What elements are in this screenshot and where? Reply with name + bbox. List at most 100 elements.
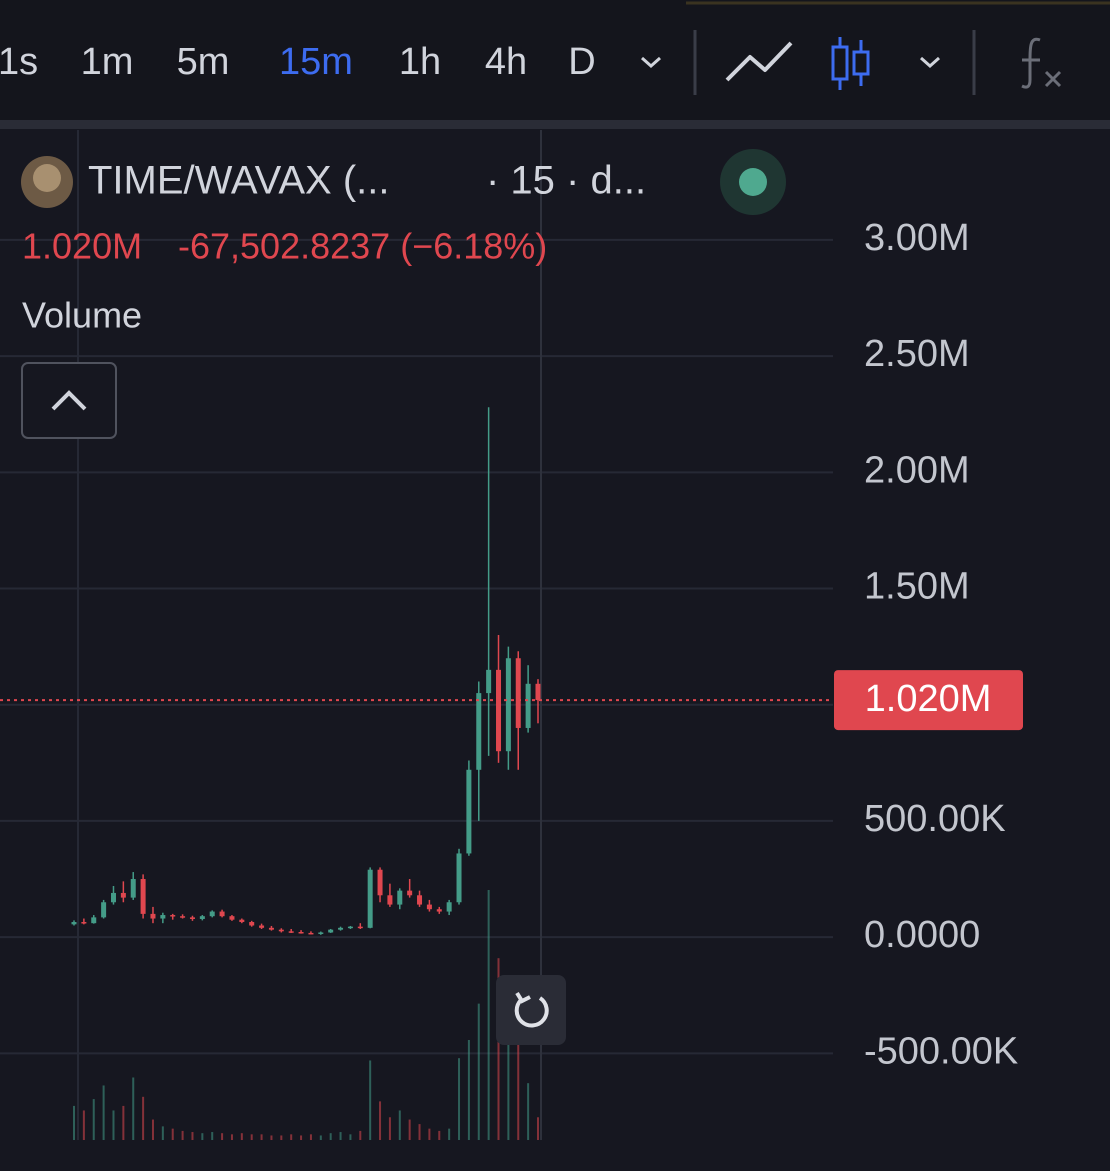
- volume-bar: [230, 1134, 233, 1140]
- candle-body: [436, 909, 442, 912]
- volume-bar: [329, 1133, 332, 1140]
- button-frame: [21, 362, 117, 439]
- volume-bar: [132, 1077, 135, 1140]
- volume-bar: [260, 1134, 263, 1140]
- volume-bar: [221, 1133, 224, 1140]
- candle-body: [268, 927, 274, 930]
- volume-bar: [408, 1119, 411, 1140]
- candle-icon-body: [831, 45, 849, 81]
- indicator-name: Volume: [22, 295, 142, 336]
- candle-body: [110, 892, 116, 903]
- volume-bar: [201, 1133, 204, 1140]
- candle-chart-button[interactable]: [831, 37, 870, 90]
- candle-body: [505, 658, 511, 752]
- toolbar-bg: [0, 0, 1110, 120]
- volume-pane: [73, 890, 539, 1140]
- volume-bar: [418, 1124, 421, 1140]
- candle-body: [397, 890, 403, 905]
- candle-body: [259, 925, 265, 928]
- interval-button[interactable]: D: [568, 41, 595, 83]
- candle-body: [298, 932, 304, 934]
- volume-bar: [250, 1134, 253, 1140]
- candle-body: [199, 916, 205, 919]
- volume-bar: [171, 1128, 174, 1140]
- volume-bar: [122, 1105, 125, 1140]
- candle-body: [456, 853, 462, 903]
- volume-bar: [398, 1110, 401, 1140]
- candle-body: [525, 683, 531, 728]
- interval-button[interactable]: 1m: [81, 41, 134, 83]
- volume-bar: [537, 1117, 539, 1140]
- candle-body: [357, 926, 363, 929]
- y-tick-label: 3.00M: [864, 217, 970, 259]
- volume-bar: [527, 1083, 530, 1140]
- interval-button[interactable]: 15m: [279, 41, 353, 83]
- volume-bar: [142, 1096, 145, 1140]
- candle-body: [140, 879, 146, 914]
- volume-bar: [309, 1134, 312, 1140]
- candle-body: [189, 917, 195, 919]
- interval-button[interactable]: 5m: [177, 41, 230, 83]
- volume-bar: [379, 1101, 382, 1140]
- last-price-box: [834, 670, 1023, 731]
- legend: TIME/WAVAX (... · 15 · d... 1.020M -67,5…: [21, 149, 786, 439]
- reset-icon: [514, 996, 549, 1028]
- interval-dropdown[interactable]: [641, 56, 661, 69]
- symbol-meta: · 15 · d...: [486, 159, 646, 203]
- collapse-legend-button[interactable]: [21, 362, 117, 439]
- candle-body: [160, 915, 166, 919]
- candle-body: [496, 669, 502, 752]
- volume-bar: [300, 1135, 303, 1140]
- volume-bar: [102, 1085, 105, 1140]
- volume-bar: [161, 1126, 164, 1140]
- candle-body: [515, 658, 521, 728]
- reset-icon: [515, 991, 531, 1004]
- volume-bar: [497, 958, 500, 1140]
- candle-body: [476, 693, 482, 770]
- market-status-dot: [739, 168, 767, 196]
- candle-body: [219, 911, 225, 917]
- candle-body: [426, 904, 432, 910]
- volume-bar: [270, 1135, 273, 1140]
- candle-body: [130, 879, 136, 898]
- candle-body: [239, 919, 245, 923]
- last-price: 1.020M: [22, 226, 142, 267]
- candle-body: [209, 911, 215, 917]
- fx-icon: [1021, 37, 1041, 89]
- volume-bar: [181, 1130, 184, 1140]
- candle-body: [120, 892, 126, 898]
- interval-button[interactable]: 1s: [0, 41, 38, 83]
- y-tick-label: 500.00K: [864, 798, 1006, 840]
- candle-body: [377, 869, 383, 896]
- y-tick-label: -500.00K: [864, 1030, 1018, 1072]
- fx-icon: [1044, 70, 1062, 88]
- volume-bar: [290, 1134, 293, 1140]
- line-chart-button[interactable]: [725, 41, 793, 82]
- y-tick-label: 0.0000: [864, 914, 980, 956]
- candle-body: [446, 902, 452, 912]
- interval-button[interactable]: 1h: [399, 41, 441, 83]
- candle-icon-body: [852, 50, 870, 76]
- price-axis: -500.00K 0.0000 500.00K 1.50M 2.00M 2.50M 3.00…: [834, 217, 1023, 1072]
- candle-body: [150, 913, 156, 919]
- reset-button[interactable]: [496, 975, 566, 1045]
- candle-body: [486, 669, 492, 694]
- price-change: -67,502.8237 (−6.18%): [178, 226, 547, 267]
- candles: [0, 407, 833, 935]
- volume-bar: [507, 1015, 510, 1140]
- indicators-button[interactable]: [1021, 37, 1062, 89]
- y-tick-label: 1.50M: [864, 566, 970, 608]
- toolbar-divider: [0, 120, 1110, 129]
- volume-bar: [211, 1132, 214, 1140]
- volume-bar: [151, 1119, 154, 1140]
- chart-type-dropdown[interactable]: [920, 56, 940, 69]
- y-tick-label: 2.50M: [864, 333, 970, 375]
- volume-bar: [319, 1135, 322, 1140]
- y-tick-label: 2.00M: [864, 449, 970, 491]
- candle-body: [91, 917, 97, 924]
- candle-body: [417, 895, 423, 905]
- interval-button[interactable]: 4h: [485, 41, 527, 83]
- volume-bar: [428, 1128, 431, 1140]
- candle-body: [535, 683, 541, 701]
